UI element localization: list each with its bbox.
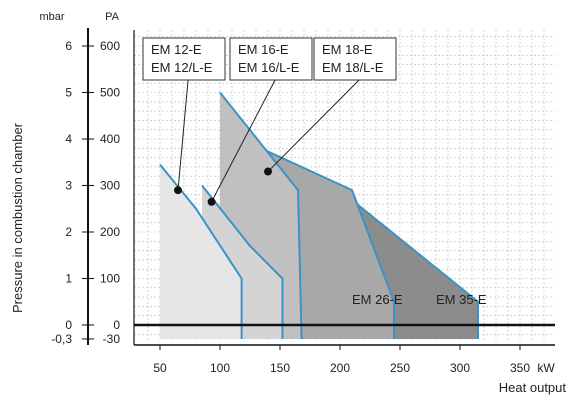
area-label: EM 26-E — [352, 292, 403, 307]
pa-tick-label: 500 — [100, 86, 120, 100]
capacity-areas — [159, 91, 479, 339]
area-outline — [201, 184, 284, 339]
x-tick-label: 50 — [153, 361, 167, 375]
mbar-tick-label: 0 — [65, 318, 72, 332]
x-tick-label: 100 — [210, 361, 230, 375]
mbar-tick-label: -0,3 — [51, 332, 72, 346]
x-tick-label: 350 — [510, 361, 530, 375]
model-callouts: EM 12-E EM 12/L-E EM 16-E EM 16/L-E EM 18-E E… — [142, 37, 397, 206]
pa-tick-label: 100 — [100, 272, 120, 286]
callout-dot — [174, 186, 182, 195]
pa-tick-label: 0 — [113, 318, 120, 332]
x-tick-label: 200 — [330, 361, 350, 375]
callout-line: EM 12/L-E — [151, 60, 213, 75]
area-label: EM 35-E — [436, 292, 487, 307]
x-axis-title: Heat output — [499, 380, 567, 395]
mbar-unit-label: mbar — [39, 11, 64, 23]
mbar-tick-label: 4 — [65, 132, 72, 146]
area-outline — [255, 145, 395, 339]
pa-tick-label: 200 — [100, 225, 120, 239]
callout-leader — [267, 79, 360, 172]
callout-line: EM 18/L-E — [322, 60, 384, 75]
callout-line: EM 12-E — [151, 42, 202, 57]
callout-line: EM 16-E — [238, 42, 289, 57]
mbar-tick-label: 2 — [65, 225, 72, 239]
x-tick-label: 300 — [450, 361, 470, 375]
axes: mbar PAkW60065005400430032002100100-30-0,… — [39, 11, 555, 375]
kw-unit-label: kW — [537, 361, 555, 375]
callout-dot — [207, 197, 216, 206]
y-axis-title: Pressure in combustion chamber — [10, 122, 25, 313]
x-tick-label: 150 — [270, 361, 290, 375]
callout-box — [313, 37, 397, 81]
callout-leader — [177, 79, 189, 191]
mbar-tick-label: 1 — [65, 272, 72, 286]
callout-leader — [211, 79, 276, 203]
area-em-12-e — [160, 164, 242, 339]
pa-unit-label: PA — [105, 11, 120, 23]
pa-tick-label: 300 — [100, 179, 120, 193]
callout-line: EM 18-E — [322, 42, 373, 57]
x-tick-label: 250 — [390, 361, 410, 375]
area-outline — [219, 91, 303, 339]
mbar-tick-label: 6 — [65, 39, 72, 53]
callout-box — [142, 37, 226, 81]
callout-dot — [264, 167, 272, 176]
callout-line: EM 16/L-E — [238, 60, 300, 75]
mbar-tick-label: 5 — [65, 86, 72, 100]
callout-box — [229, 37, 313, 81]
pa-tick-label: 600 — [100, 39, 120, 53]
pa-tick-label: -30 — [103, 332, 121, 346]
mbar-tick-label: 3 — [65, 179, 72, 193]
area-labels: EM 26-E EM 35-E — [352, 292, 487, 307]
area-outline — [333, 184, 479, 339]
pa-tick-label: 400 — [100, 132, 120, 146]
